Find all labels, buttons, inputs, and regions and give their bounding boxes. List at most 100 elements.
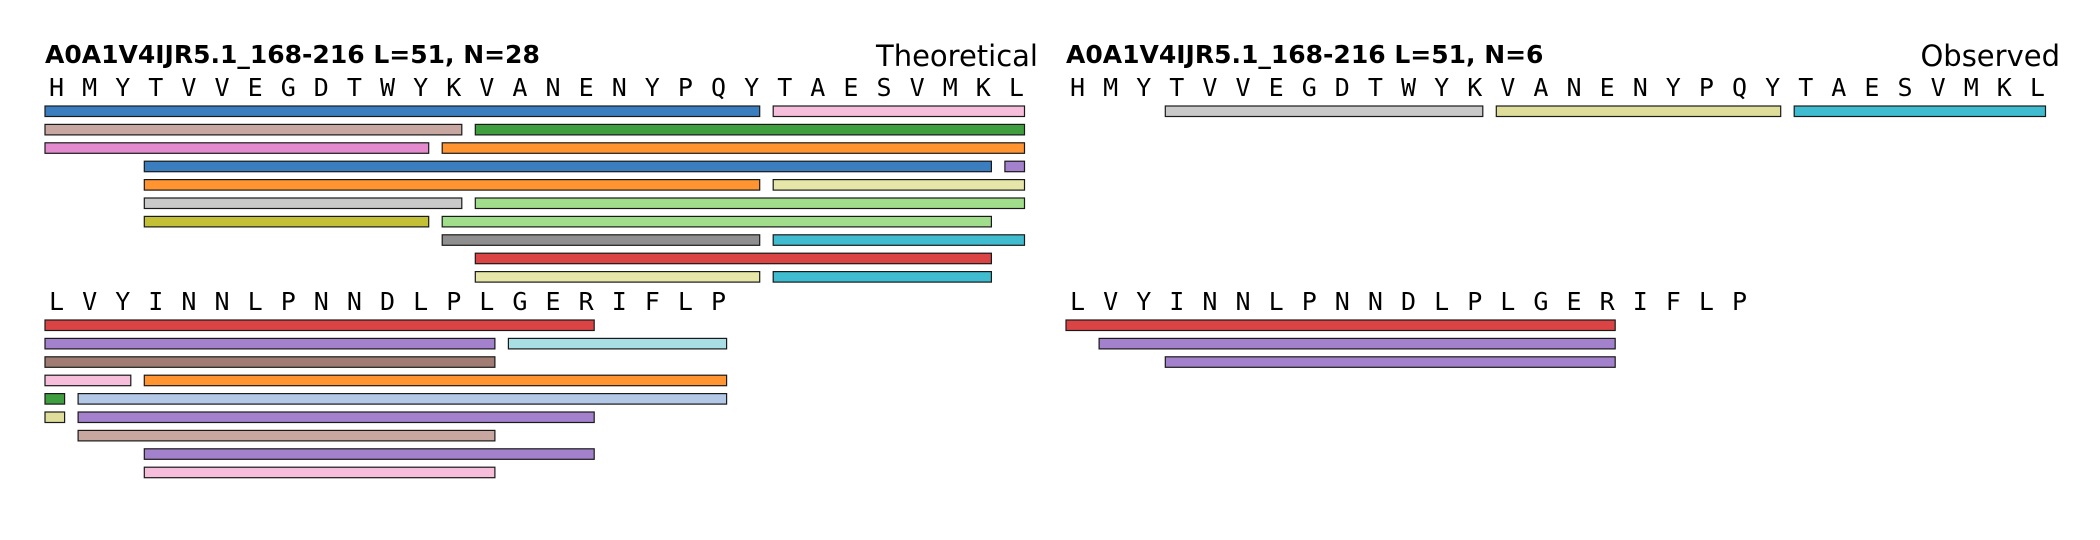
residue-label: T [777, 73, 792, 102]
peptide-bar [77, 429, 496, 442]
peptide-bar [143, 466, 496, 479]
residue-label: P [711, 287, 726, 316]
peptide-bar [441, 142, 1026, 154]
peptide-bar [772, 234, 1026, 246]
residue-label: Y [1434, 73, 1449, 102]
residue-label: P [1467, 287, 1482, 316]
mode-label: Theoretical [875, 39, 1038, 73]
peptide-bar [143, 448, 595, 460]
residue-label: E [1864, 73, 1879, 102]
residue-label: N [1202, 287, 1217, 316]
peptide-bar [77, 393, 728, 405]
residue-label: I [1633, 287, 1648, 316]
peptide-bar [143, 197, 463, 210]
residue-label: G [512, 287, 527, 316]
residue-label: L [1500, 287, 1515, 316]
peptide-bar [1164, 356, 1616, 368]
residue-label: G [1302, 73, 1317, 102]
residue-label: N [1335, 287, 1350, 316]
peptide-bar [44, 105, 761, 118]
residue-label: N [215, 287, 230, 316]
residue-label: A [810, 73, 825, 102]
residue-label: S [1898, 73, 1913, 102]
peptide-bar [143, 374, 728, 387]
residue-label: L [413, 287, 428, 316]
mode-label: Observed [1920, 39, 2060, 73]
panel-observed: A0A1V4IJR5.1_168-216 L=51, N=6 Observed … [1065, 39, 2060, 368]
residue-label: Y [115, 287, 130, 316]
residue-label: L [678, 287, 693, 316]
residue-label: Y [1136, 287, 1151, 316]
residue-label: E [546, 287, 561, 316]
residue-label: G [281, 73, 296, 102]
residue-label: G [1533, 287, 1548, 316]
residue-label: Y [413, 73, 428, 102]
residue-label: D [1401, 287, 1416, 316]
residue-label: E [1600, 73, 1615, 102]
residue-label: A [512, 73, 527, 102]
peptide-bar [507, 337, 728, 350]
residue-label: I [1169, 287, 1184, 316]
residue-label: P [446, 287, 461, 316]
residue-label: V [181, 73, 196, 102]
residue-label: V [479, 73, 494, 102]
residue-label: Y [645, 73, 660, 102]
residue-label: T [1798, 73, 1813, 102]
residue-label: E [843, 73, 858, 102]
residue-label: Y [1666, 73, 1681, 102]
residue-label: T [1368, 73, 1383, 102]
residue-label: P [1302, 287, 1317, 316]
residue-label: I [148, 287, 163, 316]
residue-label: D [380, 287, 395, 316]
residue-label: P [281, 287, 296, 316]
residue-label: E [248, 73, 263, 102]
residue-label: L [1434, 287, 1449, 316]
residue-label: E [579, 73, 594, 102]
residue-label: N [1567, 73, 1582, 102]
peptide-bar [1793, 105, 2047, 118]
peptide-bar [474, 123, 1026, 136]
residue-label: T [1169, 73, 1184, 102]
residue-label: L [1269, 287, 1284, 316]
residue-label: W [1401, 73, 1417, 102]
residue-label: Q [1732, 73, 1747, 102]
peptide-bar [44, 123, 463, 136]
panel-title: A0A1V4IJR5.1_168-216 L=51, N=6 [1066, 40, 1543, 69]
residue-label: Y [115, 73, 130, 102]
residue-label: Q [711, 73, 726, 102]
peptide-bar [1164, 105, 1484, 118]
residue-label: M [1964, 73, 1979, 102]
residue-label: N [314, 287, 329, 316]
residue-label: T [347, 73, 362, 102]
peptide-bar [44, 356, 496, 368]
peptide-bar [44, 142, 430, 154]
residue-label: K [1997, 73, 2012, 102]
residue-label: V [1202, 73, 1217, 102]
residue-label: P [1732, 287, 1747, 316]
residue-label: Y [1136, 73, 1151, 102]
residue-label: T [148, 73, 163, 102]
residue-label: A [1533, 73, 1548, 102]
residue-label: N [612, 73, 627, 102]
residue-label: P [678, 73, 693, 102]
peptide-bar [1098, 337, 1616, 350]
peptide-bar [441, 215, 993, 228]
residue-label: Y [1765, 73, 1780, 102]
residue-label: A [1831, 73, 1846, 102]
residue-label: R [1600, 287, 1616, 316]
peptide-bar [474, 252, 992, 265]
residue-label: V [215, 73, 230, 102]
residue-label: V [910, 73, 925, 102]
residue-label: L [479, 287, 494, 316]
residue-label: D [1335, 73, 1350, 102]
residue-label: V [82, 287, 97, 316]
residue-label: N [1368, 287, 1383, 316]
peptide-bar [474, 271, 761, 283]
residue-label: D [314, 73, 329, 102]
residue-label: H [1070, 73, 1085, 102]
